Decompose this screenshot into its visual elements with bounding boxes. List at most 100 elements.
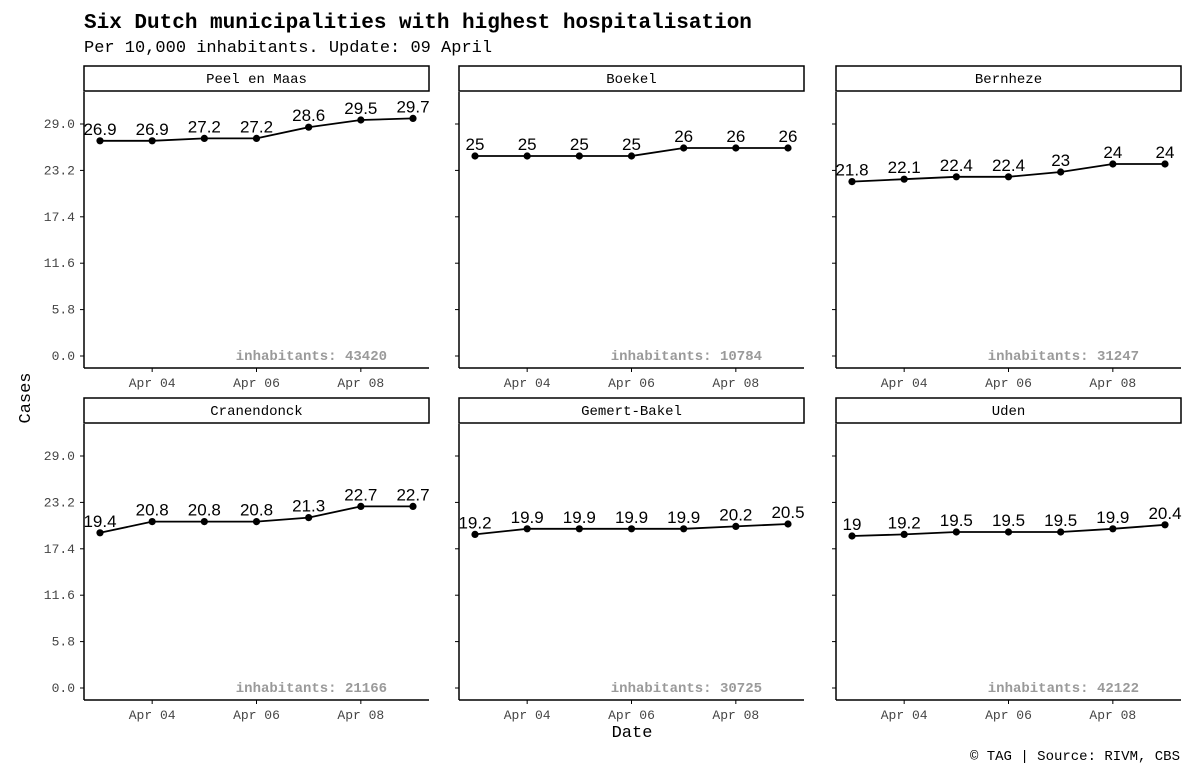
x-tick-label: Apr 06: [608, 708, 655, 723]
data-point: [471, 530, 479, 539]
facet-strip: [458, 65, 805, 92]
inhabitants-label: inhabitants: 31247: [988, 349, 1139, 365]
x-tick-label: Apr 06: [985, 376, 1032, 391]
data-point: [732, 144, 740, 152]
x-tick-label: Apr 08: [337, 376, 384, 391]
data-label: 29.7: [396, 97, 429, 116]
data-point: [952, 173, 960, 181]
x-tick-label: Apr 04: [129, 708, 176, 723]
data-label: 19.5: [940, 511, 973, 530]
inhabitants-label: inhabitants: 30725: [611, 681, 762, 697]
y-tick-label: 5.8: [52, 635, 75, 650]
y-tick-label: 23.2: [44, 495, 75, 510]
facet-strip: [83, 397, 430, 424]
x-tick-label: Apr 08: [712, 376, 759, 391]
data-point: [409, 502, 417, 510]
data-label: 19.4: [83, 512, 116, 531]
y-tick-label: 29.0: [44, 449, 75, 464]
data-label: 19.9: [615, 508, 648, 527]
facet-strip-label: Cranendonck: [210, 404, 302, 420]
x-tick-label: Apr 06: [608, 376, 655, 391]
data-label: 26: [674, 127, 693, 146]
data-point: [627, 152, 636, 160]
data-label: 20.8: [188, 501, 221, 520]
inhabitants-label: inhabitants: 10784: [611, 349, 762, 365]
facet-strip-label: Uden: [992, 404, 1026, 420]
data-label: 19.9: [511, 508, 544, 527]
x-axis-label: Date: [612, 724, 653, 743]
data-point: [409, 114, 417, 122]
x-tick-label: Apr 06: [985, 708, 1032, 723]
data-label: 27.2: [188, 117, 221, 136]
data-label: 20.8: [240, 501, 273, 520]
data-point: [848, 532, 856, 540]
data-point: [784, 144, 792, 152]
y-tick-label: 11.6: [44, 256, 75, 271]
data-label: 26.9: [136, 120, 169, 139]
data-point: [252, 518, 261, 526]
y-tick-label: 5.8: [52, 303, 75, 318]
y-tick-label: 17.4: [44, 210, 75, 225]
data-point: [575, 152, 583, 160]
data-point: [523, 152, 531, 160]
data-point: [1161, 160, 1169, 168]
inhabitants-label: inhabitants: 42122: [988, 681, 1139, 697]
data-label: 29.5: [344, 99, 377, 118]
chart-caption: © TAG | Source: RIVM, CBS: [970, 749, 1180, 765]
data-label: 19.9: [1096, 508, 1129, 527]
data-point: [848, 178, 856, 186]
facet-strip: [458, 397, 805, 424]
data-point: [200, 518, 208, 526]
y-tick-label: 0.0: [52, 349, 75, 364]
x-tick-label: Apr 04: [881, 376, 928, 391]
y-tick-label: 17.4: [44, 542, 75, 557]
data-point: [900, 175, 908, 183]
data-point: [1057, 168, 1065, 176]
data-point: [148, 518, 156, 526]
chart-title: Six Dutch municipalities with highest ho…: [84, 12, 752, 35]
data-label: 19.9: [563, 508, 596, 527]
x-tick-label: Apr 06: [233, 708, 280, 723]
data-point: [784, 520, 792, 528]
x-tick-label: Apr 04: [504, 376, 551, 391]
data-label: 24: [1156, 143, 1175, 162]
panel-peel-en-maas: Peel en Maas 0.0 5.8 11.6 17.4 23.2 29.0 Apr 04…: [44, 65, 430, 391]
data-point: [148, 137, 156, 145]
data-label: 25: [466, 135, 485, 154]
data-label: 19.2: [458, 513, 491, 532]
chart-subtitle: Per 10,000 inhabitants. Update: 09 April: [84, 39, 492, 58]
data-point: [96, 529, 104, 537]
panel-boekel: Boekel Apr 04 Apr 06 Apr 08 25 25 25 25 26 26 26 in…: [455, 65, 805, 391]
data-label: 28.6: [292, 106, 325, 125]
panels-group: Peel en Maas 0.0 5.8 11.6 17.4 23.2 29.0 Apr 04…: [44, 65, 1182, 723]
data-label: 19.5: [992, 511, 1025, 530]
data-label: 25: [518, 135, 537, 154]
x-tick-label: Apr 04: [504, 708, 551, 723]
x-tick-label: Apr 08: [1089, 376, 1136, 391]
data-point: [305, 514, 313, 522]
facet-strip: [835, 65, 1182, 92]
data-label: 22.4: [940, 156, 973, 175]
data-point: [680, 525, 688, 533]
data-point: [1004, 173, 1013, 181]
data-label: 25: [622, 135, 641, 154]
panel-gemert-bakel: Gemert-Bakel Apr 04 Apr 06 Apr 08 19.2 19.9 19…: [455, 397, 805, 723]
y-tick-label: 0.0: [52, 681, 75, 696]
facet-strip: [835, 397, 1182, 424]
facet-strip-label: Bernheze: [975, 72, 1042, 88]
data-point: [357, 116, 365, 124]
data-label: 23: [1051, 151, 1070, 170]
data-label: 26: [779, 127, 798, 146]
x-tick-label: Apr 06: [233, 376, 280, 391]
data-label: 26: [726, 127, 745, 146]
data-point: [96, 137, 104, 145]
data-point: [575, 525, 583, 533]
data-label: 26.9: [83, 120, 116, 139]
data-point: [252, 134, 261, 142]
x-tick-label: Apr 08: [1089, 708, 1136, 723]
data-label: 22.4: [992, 156, 1025, 175]
x-tick-label: Apr 04: [881, 708, 928, 723]
data-label: 24: [1103, 143, 1122, 162]
inhabitants-label: inhabitants: 21166: [236, 681, 387, 697]
